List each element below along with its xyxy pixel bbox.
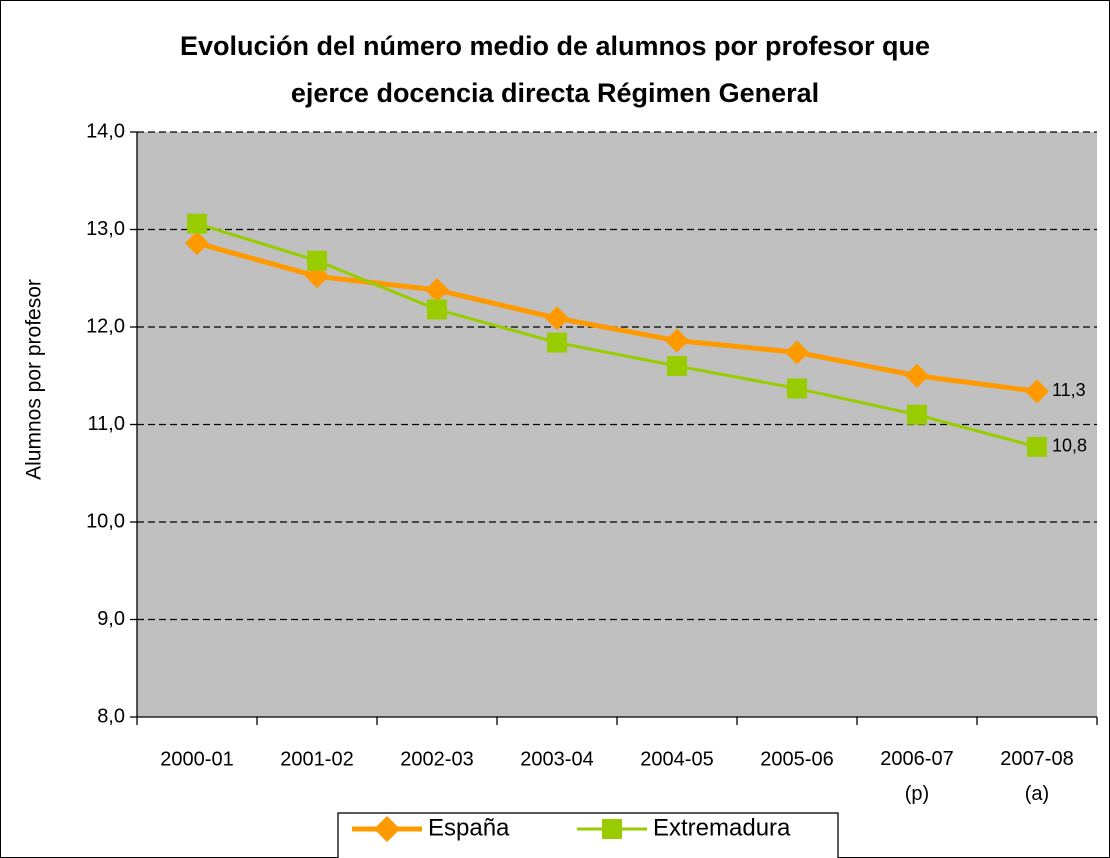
- marker: [907, 404, 927, 425]
- y-tick-label: 11,0: [88, 413, 125, 435]
- marker: [185, 231, 209, 256]
- y-tick-label: 10,0: [86, 510, 125, 532]
- marker: [1027, 436, 1047, 457]
- chart-title: Evolución del número medio de alumnos po…: [180, 31, 930, 61]
- marker: [427, 299, 447, 320]
- y-tick-label: 13,0: [86, 218, 125, 240]
- marker: [905, 363, 929, 388]
- x-tick-label: 2002-03: [400, 748, 473, 770]
- y-tick-label: 12,0: [86, 315, 125, 337]
- y-tick-label: 14,0: [86, 120, 125, 142]
- marker: [545, 306, 569, 331]
- data-label: 10,8: [1052, 436, 1087, 456]
- x-tick-label: 2004-05: [640, 748, 713, 770]
- marker: [425, 277, 449, 302]
- marker: [667, 356, 687, 376]
- marker: [787, 378, 807, 399]
- legend-marker: [602, 819, 622, 839]
- legend-label: Extremadura: [653, 814, 791, 841]
- legend-box: [337, 812, 839, 858]
- data-label: 11,3: [1052, 380, 1086, 400]
- x-tick-label: 2000-01: [160, 748, 233, 770]
- y-tick-label: 8,0: [97, 705, 125, 727]
- x-tick-label: 2007-08 (a): [1000, 748, 1073, 805]
- series-line: [196, 222, 1038, 449]
- marker: [187, 213, 207, 234]
- legend-marker: [374, 816, 400, 842]
- y-axis-title: Alumnos por profesor: [23, 279, 46, 480]
- x-tick-label: 2003-04: [520, 748, 593, 770]
- marker: [307, 250, 327, 271]
- x-tick-label: 2005-06: [760, 748, 833, 770]
- y-tick-label: 9,0: [97, 608, 125, 630]
- marker: [547, 332, 567, 353]
- chart-title: ejerce docencia directa Régimen General: [291, 78, 819, 108]
- marker: [785, 340, 809, 365]
- legend-label: España: [428, 814, 510, 841]
- marker: [665, 328, 689, 353]
- x-tick-label: 2001-02: [280, 748, 353, 770]
- series-line: [196, 240, 1038, 394]
- x-tick-label: 2006-07 (p): [880, 748, 953, 805]
- marker: [1025, 379, 1049, 404]
